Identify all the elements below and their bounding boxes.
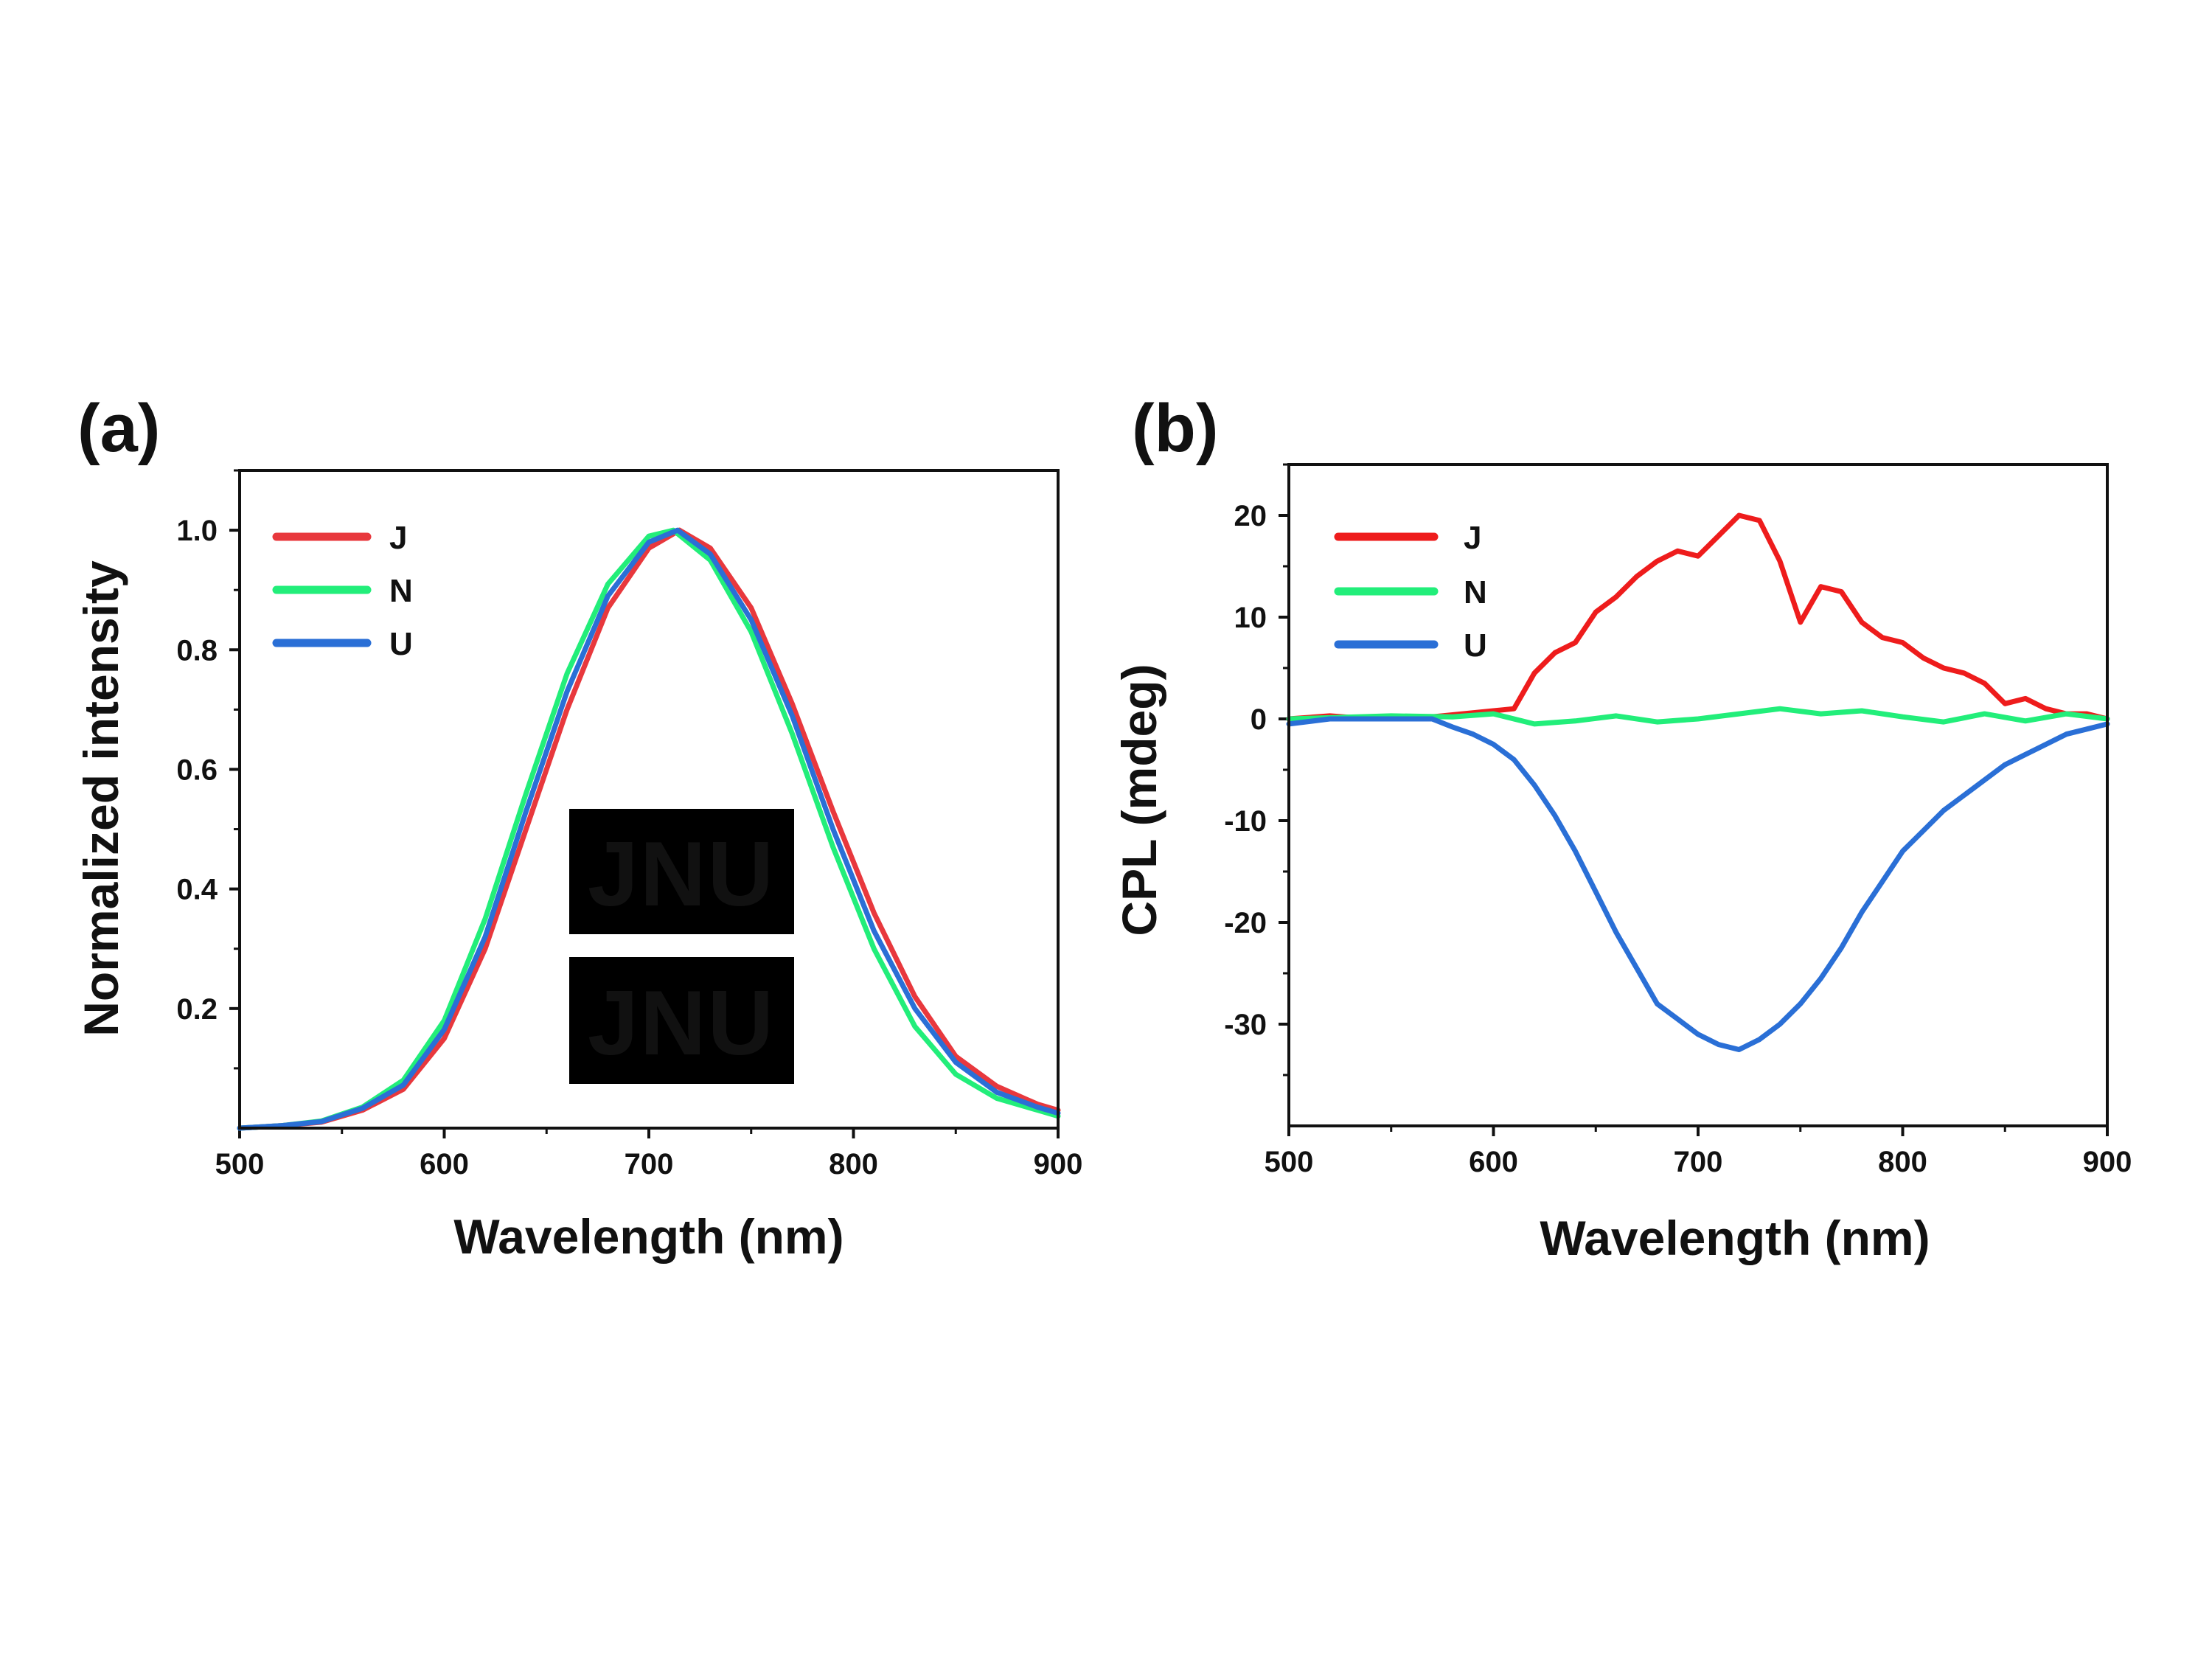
x-tick-label: 500 <box>215 1148 265 1180</box>
x-tick-label: 700 <box>1674 1146 1723 1178</box>
inset-photo-white <box>569 809 794 934</box>
x-tick-label: 500 <box>1265 1146 1314 1178</box>
x-tick-label: 800 <box>829 1148 878 1180</box>
legend-j-label: J <box>389 520 407 556</box>
panel-a-series <box>237 527 1061 1131</box>
x-tick-label: 800 <box>1878 1146 1927 1178</box>
series-line-u <box>237 527 1061 1131</box>
panel-a-legend: J N U <box>272 520 413 662</box>
x-tick-label: 900 <box>2083 1146 2132 1178</box>
panel-a-xlabel: Wavelength (nm) <box>453 1209 844 1264</box>
panel-b: (b) 500 600 700 800 900 -30 -20 -10 0 10 20 Wavele… <box>1112 391 2132 1265</box>
legend-j-label: J <box>1464 520 1481 556</box>
panel-a-frame <box>238 469 1060 1130</box>
legend-n-label: N <box>389 573 413 609</box>
panel-b-xlabel: Wavelength (nm) <box>1540 1211 1930 1265</box>
y-tick-label: 0.2 <box>176 993 218 1026</box>
inset-photo-red-text: JNU <box>588 973 775 1074</box>
series-line-j <box>237 527 1061 1131</box>
legend-u-label: U <box>389 626 413 662</box>
y-tick-label: 1.0 <box>176 515 218 547</box>
y-tick-label: -30 <box>1224 1009 1267 1041</box>
y-tick-label: 10 <box>1234 602 1267 634</box>
y-tick-label: 0 <box>1251 703 1267 736</box>
inset-photo-red <box>569 957 794 1084</box>
panel-a-ticks: 500 600 700 800 900 0.2 0.4 0.6 0.8 1.0 <box>176 469 1083 1180</box>
y-tick-label: 0.4 <box>176 874 218 906</box>
panel-a-inset: JNU JNU <box>569 809 794 1084</box>
panel-b-ylabel: CPL (mdeg) <box>1112 664 1166 936</box>
panel-a-label: (a) <box>77 391 160 466</box>
series-line-n <box>1286 706 2110 727</box>
x-tick-label: 600 <box>1469 1146 1518 1178</box>
x-tick-label: 900 <box>1034 1148 1083 1180</box>
panel-b-label: (b) <box>1132 391 1218 466</box>
y-tick-label: 0.6 <box>176 754 218 786</box>
inset-photo-white-text: JNU <box>588 824 775 925</box>
legend-n-label: N <box>1464 574 1487 611</box>
panel-b-series <box>1286 512 2110 1052</box>
y-tick-label: 0.8 <box>176 634 218 667</box>
panel-b-legend: J N U <box>1334 520 1487 664</box>
panel-b-frame <box>1287 463 2109 1127</box>
series-line-n <box>237 527 1061 1131</box>
legend-u-label: U <box>1464 627 1487 664</box>
series-line-j <box>1286 512 2110 722</box>
panel-a-ylabel: Normalized intensity <box>74 560 128 1037</box>
y-tick-label: -20 <box>1224 907 1267 939</box>
y-tick-label: -10 <box>1224 805 1267 838</box>
x-tick-label: 600 <box>420 1148 469 1180</box>
panel-a: (a) 500 600 700 800 900 0.2 0.4 0.6 0.8 1.0 Wavel… <box>74 391 1082 1264</box>
x-tick-label: 700 <box>625 1148 674 1180</box>
series-line-u <box>1286 716 2110 1052</box>
y-tick-label: 20 <box>1234 500 1267 532</box>
